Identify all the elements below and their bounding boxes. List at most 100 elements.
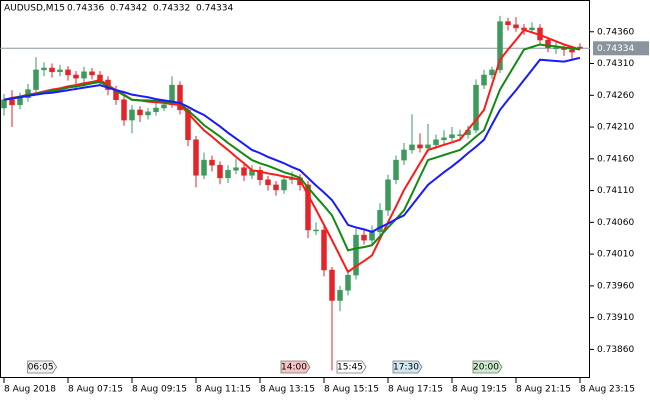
candle-body [505,21,511,26]
candle-body [193,139,199,176]
plot-frame [0,0,590,378]
y-tick-label: 0.73910 [597,313,634,323]
x-tick-label: 8 Aug 2018 [4,385,56,395]
candle-body [329,269,335,301]
y-tick-label: 0.74310 [597,59,634,69]
x-tick-label: 8 Aug 21:15 [516,385,571,395]
candle-body [121,99,127,121]
ma-line [3,28,581,274]
x-tick-label: 8 Aug 11:15 [196,385,251,395]
candle-body [177,84,183,111]
candle-body [337,290,343,301]
candle-body [305,184,311,231]
open-value: 0.74336 [67,4,104,14]
x-tick-label: 8 Aug 23:15 [580,385,635,395]
event-marker [472,360,503,374]
event-marker [27,360,58,374]
event-marker [336,360,367,374]
candle-body [353,234,359,276]
candle-body [489,69,495,76]
candle-body [513,24,519,29]
candle-body [457,134,463,136]
candle-body [529,27,535,31]
candle-body [377,210,383,233]
header: AUDUSD,M15 0.74336 0.74342 0.74332 0.743… [4,4,233,14]
candle-body [425,144,431,149]
event-label: 06:05 [28,363,54,373]
candle-body [129,109,135,121]
x-tick-label: 8 Aug 09:15 [132,385,187,395]
x-tick-label: 8 Aug 15:15 [324,385,379,395]
close-value: 0.74334 [196,4,233,14]
candle-body [569,49,575,53]
y-tick-label: 0.74160 [597,154,634,164]
event-marker [392,360,423,374]
y-tick-label: 0.74060 [597,218,634,228]
candle-body [497,21,503,71]
candle-body [73,74,79,79]
event-label: 17:30 [393,363,419,373]
y-tick-label: 0.74110 [597,186,634,196]
candle-body [345,274,351,291]
candle-body [401,149,407,161]
current-price-label: 0.74334 [597,44,634,54]
candle-body [161,104,167,109]
candle-body [409,144,415,151]
candle-body [369,231,375,241]
candle-body [41,67,47,71]
candle-body [209,159,215,166]
y-tick-label: 0.73860 [597,345,634,355]
y-tick-label: 0.73960 [597,281,634,291]
candle-body [273,184,279,191]
candle-body [225,170,231,179]
x-tick-label: 8 Aug 13:15 [260,385,315,395]
candle-body [417,144,423,149]
x-tick-label: 8 Aug 17:15 [388,385,443,395]
candle-body [65,69,71,76]
y-tick-label: 0.74260 [597,91,634,101]
candle-body [233,167,239,171]
high-value: 0.74342 [110,4,147,14]
current-price-box [593,41,649,56]
candle-body [17,97,23,106]
candle-body [449,134,455,139]
candle-body [393,159,399,181]
symbol: AUDUSD,M15 [4,4,65,14]
candle-body [265,179,271,186]
candle-body [241,167,247,176]
candle-body [57,69,63,73]
candle-body [257,170,263,181]
candle-body [441,137,447,141]
y-tick-label: 0.74210 [597,123,634,133]
candle-body [433,139,439,146]
candle-body [553,47,559,49]
low-value: 0.74332 [153,4,190,14]
candle-body [217,164,223,179]
y-tick-label: 0.74010 [597,250,634,260]
candle-body [1,99,7,109]
candle-body [313,229,319,232]
candle-body [473,84,479,131]
event-label: 14:00 [281,363,307,373]
candle-body [137,109,143,116]
candle-body [361,234,367,241]
candle-body [201,159,207,176]
candle-body [89,71,95,76]
y-tick-label: 0.74360 [597,27,634,37]
candle-body [281,179,287,191]
ma-line [3,43,581,252]
candle-body [545,39,551,48]
event-marker [280,360,311,374]
candle-body [321,229,327,271]
ma-line [3,56,581,233]
candle-body [385,179,391,211]
candle-body [49,67,55,73]
candle-body [153,107,159,113]
candle-body [481,74,487,86]
x-tick-label: 8 Aug 19:15 [452,385,507,395]
event-label: 15:45 [337,363,363,373]
candle-body [9,99,15,106]
x-tick-label: 8 Aug 07:15 [68,385,123,395]
candle-body [81,71,87,79]
